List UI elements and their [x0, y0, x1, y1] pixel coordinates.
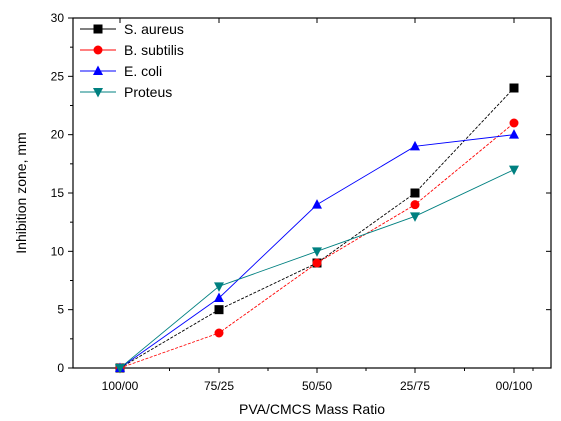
square-marker	[214, 305, 224, 315]
x-tick-label: 00/100	[496, 379, 533, 393]
y-tick-label: 30	[51, 11, 65, 25]
square-marker	[93, 24, 103, 34]
legend-label: B. subtilis	[124, 42, 184, 58]
square-marker	[509, 83, 519, 93]
x-axis-label: PVA/CMCS Mass Ratio	[239, 401, 385, 417]
series-s-aureus	[115, 83, 519, 373]
y-tick-label: 5	[57, 303, 64, 317]
y-tick-label: 25	[51, 69, 65, 83]
triangle-up-marker	[93, 65, 103, 75]
legend-label: Proteus	[124, 84, 172, 100]
triangle-up-marker	[312, 199, 322, 209]
y-axis-ticks: 0 5 10 15 20 25 30	[51, 11, 551, 375]
x-tick-label: 100/00	[102, 379, 139, 393]
series-line	[119, 122, 515, 369]
y-tick-label: 20	[51, 128, 65, 142]
y-tick-label: 0	[57, 361, 64, 375]
triangle-down-marker	[93, 88, 103, 98]
triangle-down-marker	[214, 282, 224, 292]
y-tick-label: 10	[51, 244, 65, 258]
y-tick-label: 15	[51, 186, 65, 200]
legend-item: S. aureus	[80, 21, 184, 37]
legend: S. aureus B. subtilis E. coli Proteus	[80, 21, 184, 100]
legend-item: E. coli	[80, 63, 162, 79]
triangle-down-marker	[509, 165, 519, 176]
y-axis-label: Inhibition zone, mm	[13, 132, 29, 253]
circle-marker	[509, 118, 519, 128]
circle-marker	[214, 328, 224, 338]
x-tick-label: 25/75	[400, 379, 430, 393]
circle-marker	[312, 258, 322, 268]
circle-marker	[410, 200, 420, 210]
x-tick-label: 75/25	[204, 379, 234, 393]
triangle-down-marker	[312, 247, 322, 257]
triangle-up-marker	[410, 140, 420, 151]
legend-label: E. coli	[124, 63, 162, 79]
triangle-up-marker	[509, 129, 519, 139]
series-layer	[115, 83, 519, 374]
circle-marker	[93, 45, 103, 55]
series-b-subtilis	[115, 118, 519, 373]
triangle-down-marker	[115, 364, 125, 374]
legend-item: B. subtilis	[80, 42, 184, 58]
triangle-down-marker	[410, 212, 420, 222]
series-proteus	[115, 165, 519, 374]
square-marker	[410, 188, 420, 198]
legend-item: Proteus	[80, 84, 172, 100]
x-tick-label: 50/50	[302, 379, 332, 393]
legend-label: S. aureus	[124, 21, 184, 37]
x-axis-ticks: 100/00 75/25 50/50 25/75 00/100	[102, 18, 534, 393]
triangle-up-marker	[214, 292, 224, 302]
